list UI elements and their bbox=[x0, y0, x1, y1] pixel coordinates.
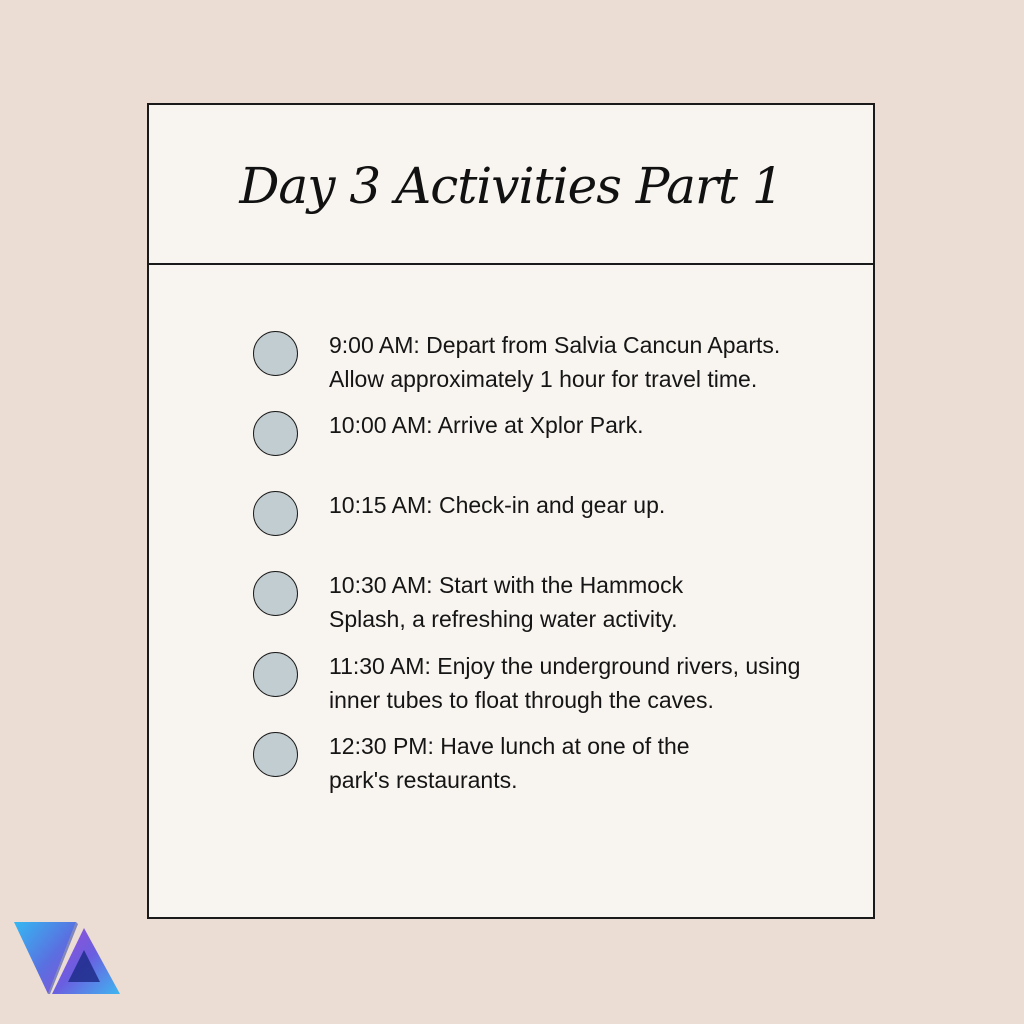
list-item-text: 12:30 PM: Have lunch at one of the park'… bbox=[329, 733, 690, 793]
list-item-text: 10:00 AM: Arrive at Xplor Park. bbox=[329, 412, 644, 438]
bullet-circle-icon bbox=[253, 732, 298, 777]
itinerary-card: Day 3 Activities Part 1 9:00 AM: Depart … bbox=[147, 103, 875, 919]
bullet-circle-icon bbox=[253, 491, 298, 536]
bullet-circle-icon bbox=[253, 571, 298, 616]
bullet-circle-icon bbox=[253, 331, 298, 376]
bullet-circle-icon bbox=[253, 411, 298, 456]
bullet-circle-icon bbox=[253, 652, 298, 697]
card-title: Day 3 Activities Part 1 bbox=[239, 157, 783, 215]
va-logo-icon bbox=[14, 922, 120, 994]
list-item-text: 11:30 AM: Enjoy the underground rivers, … bbox=[329, 653, 801, 713]
list-item-text: 10:30 AM: Start with the Hammock Splash,… bbox=[329, 572, 684, 632]
list-item-text: 9:00 AM: Depart from Salvia Cancun Apart… bbox=[329, 332, 781, 392]
list-item-text: 10:15 AM: Check-in and gear up. bbox=[329, 492, 666, 518]
card-header: Day 3 Activities Part 1 bbox=[149, 105, 873, 265]
